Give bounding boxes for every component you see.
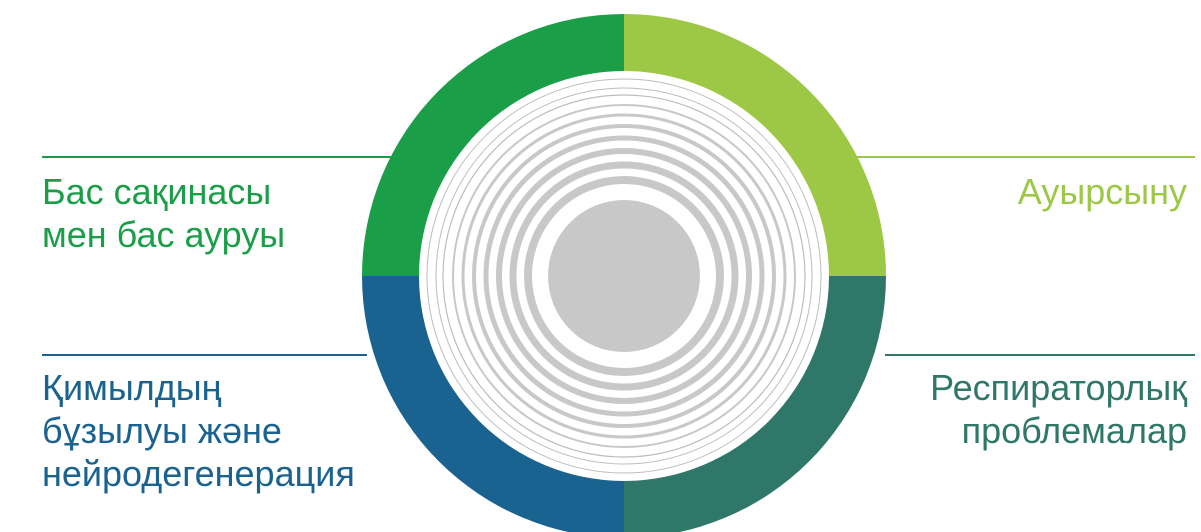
ring-9 (509, 161, 739, 391)
ring-4 (452, 104, 796, 448)
outer-ring (362, 14, 886, 532)
label-headache-line-2: мен бас ауруы (42, 214, 286, 255)
thin-ring-3 (442, 94, 806, 458)
divider-bottom-left (42, 354, 367, 356)
label-respiratory: Респираторлық проблемалар (930, 366, 1187, 452)
label-pain: Ауырсыну (1018, 170, 1187, 213)
thin-ring-2 (435, 87, 813, 465)
ring-segment-movement (362, 276, 624, 532)
ring-10 (524, 176, 724, 376)
ring-5 (461, 113, 787, 439)
label-respiratory-line-1: Респираторлық (930, 367, 1187, 408)
label-movement-line-2: бұзылуы және (42, 410, 282, 451)
divider-bottom-right (885, 354, 1195, 356)
divider-top-right (850, 156, 1195, 158)
ring-segment-headache (362, 14, 624, 276)
label-headache-line-1: Бас сақинасы (42, 171, 272, 212)
ring-7 (483, 135, 765, 417)
ring-8 (496, 148, 752, 404)
label-movement-line-3: нейродегенерация (42, 453, 355, 494)
concentric-rings (426, 78, 822, 474)
label-respiratory-line-2: проблемалар (961, 410, 1187, 451)
ring-segment-pain (624, 14, 886, 276)
ring-segment-respiratory (624, 276, 886, 532)
thin-ring-1 (426, 78, 822, 474)
center-disc (548, 200, 700, 352)
divider-top-left (42, 156, 402, 158)
label-movement-disorders: Қимылдың бұзылуы және нейродегенерация (42, 366, 355, 495)
label-movement-line-1: Қимылдың (42, 367, 222, 408)
label-pain-line-1: Ауырсыну (1017, 171, 1187, 212)
label-headache: Бас сақинасы мен бас ауруы (42, 170, 285, 256)
ring-6 (472, 124, 776, 428)
